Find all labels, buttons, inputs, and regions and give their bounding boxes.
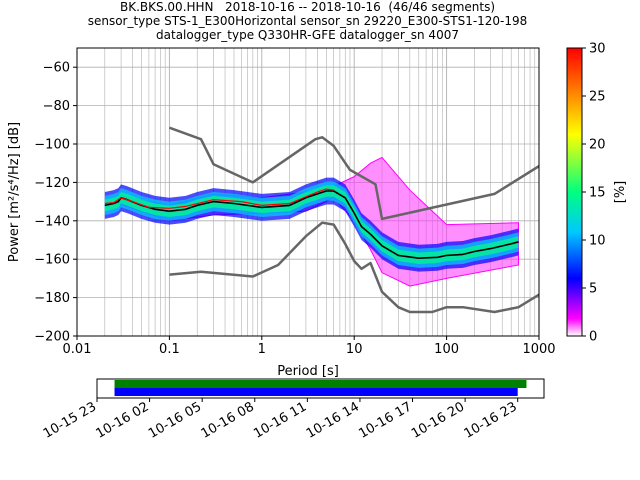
x-tick-label: 1 xyxy=(258,342,266,357)
time-tick-label: 10-16 17 xyxy=(356,399,414,441)
colorbar-tick-label: 30 xyxy=(589,42,606,57)
density-area xyxy=(104,156,520,287)
availability-bar-green xyxy=(114,380,527,388)
y-tick-label: −180 xyxy=(34,291,70,306)
colorbar-tick-label: 20 xyxy=(589,138,606,153)
availability-bar-blue xyxy=(114,388,518,396)
y-tick-label: −60 xyxy=(43,61,70,76)
colorbar xyxy=(566,47,583,337)
x-axis: 0.01 0.1 1 10 100 1000 xyxy=(63,336,556,357)
y-axis: −200 −180 −160 −140 −120 −100 −80 −60 xyxy=(34,61,77,345)
y-tick-label: −140 xyxy=(34,214,70,229)
time-tick-label: 10-15 23 xyxy=(41,399,99,441)
colorbar-tick-label: 5 xyxy=(589,282,597,297)
colorbar-axis: 0 5 10 15 20 25 30 xyxy=(582,42,606,345)
y-tick-label: −120 xyxy=(34,176,70,191)
x-tick-label: 0.01 xyxy=(63,342,92,357)
colorbar-tick-label: 25 xyxy=(589,90,606,105)
colorbar-tick-label: 0 xyxy=(589,330,597,345)
y-tick-label: −80 xyxy=(43,99,70,114)
time-tick-label: 10-16 08 xyxy=(199,399,257,441)
y-axis-label: Power [m²/s⁴/Hz] [dB] xyxy=(7,122,22,262)
x-axis-label: Period [s] xyxy=(277,364,339,379)
series-lines xyxy=(104,126,539,314)
time-tick-label: 10-16 02 xyxy=(93,399,151,441)
psd-density-band xyxy=(104,185,519,264)
y-tick-label: −160 xyxy=(34,253,70,268)
time-tick-label: 10-16 14 xyxy=(304,399,362,441)
noise-model-line xyxy=(169,221,539,314)
y-tick-label: −100 xyxy=(34,138,70,153)
x-tick-label: 100 xyxy=(434,342,459,357)
x-tick-label: 0.1 xyxy=(159,342,180,357)
time-tick-label: 10-16 23 xyxy=(462,399,520,441)
mode-psd-line xyxy=(104,188,334,209)
time-tick-label: 10-16 20 xyxy=(409,399,467,441)
chart-title-line-1: BK.BKS.00.HHN 2018-10-16 -- 2018-10-16 (… xyxy=(119,0,496,14)
plot-frame xyxy=(76,47,540,337)
colorbar-tick-label: 10 xyxy=(589,234,606,249)
x-tick-label: 10 xyxy=(346,342,363,357)
time-tick-label: 10-16 11 xyxy=(251,399,309,441)
noise-model-line xyxy=(168,126,539,221)
y-tick-label: −200 xyxy=(34,330,70,345)
chart-title-line-3: datalogger_type Q330HR-GFE datalogger_sn… xyxy=(156,28,459,42)
data-availability-bars xyxy=(114,380,527,396)
colorbar-tick-label: 15 xyxy=(589,186,606,201)
chart-title-line-2: sensor_type STS-1_E300Horizontal sensor_… xyxy=(87,14,528,28)
colorbar-label: [%] xyxy=(613,181,628,204)
time-tick-label: 10-16 05 xyxy=(146,399,204,441)
x-tick-label: 1000 xyxy=(522,342,555,357)
